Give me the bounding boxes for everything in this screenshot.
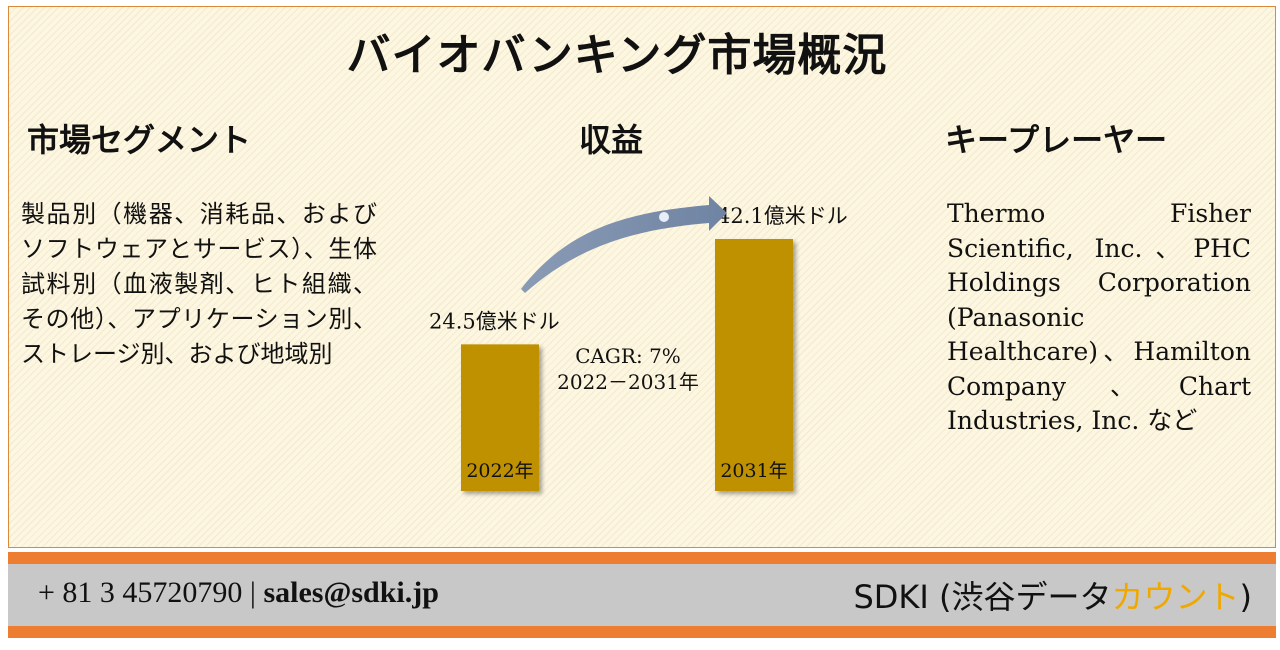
- footer-top-stripe: [8, 552, 1276, 564]
- key-players-text: Thermo Fisher Scientific, Inc.、PHC Holdi…: [947, 199, 1251, 435]
- bar-2022年: [461, 344, 539, 491]
- category-label: 2031年: [720, 460, 787, 482]
- brand-prefix: SDKI (渋谷データ: [853, 578, 1112, 616]
- cagr-rate: CAGR: 7%: [575, 344, 681, 368]
- overview-panel: バイオバンキング市場概況 市場セグメント 収益 キープレーヤー 製品別（機器、消…: [8, 6, 1276, 548]
- brand-suffix: ): [1239, 578, 1252, 616]
- growth-arrow: [521, 196, 727, 293]
- value-label: 42.1億米ドル: [717, 204, 848, 228]
- key-players-heading: キープレーヤー: [945, 121, 1168, 159]
- revenue-chart: 2022年 24.5億米ドル 2031年 42.1億米ドル: [429, 196, 848, 491]
- value-label: 24.5億米ドル: [429, 309, 560, 333]
- growth-arrow-body: [521, 196, 727, 293]
- growth-arrow-dot: [659, 212, 669, 222]
- brand-accent: カウント: [1111, 578, 1240, 616]
- segments-heading: 市場セグメント: [27, 121, 252, 159]
- segments-text: 製品別（機器、消耗品、およびソフトウェアとサービス）、生体試料別（血液製剤、ヒト…: [21, 200, 377, 368]
- phone-number: + 81 3 45720790: [38, 576, 243, 609]
- contact-separator: |: [249, 576, 256, 609]
- cagr-period: 2022－2031年: [557, 370, 699, 394]
- bar-2031年: [715, 239, 793, 491]
- footer-bar: [8, 564, 1276, 626]
- revenue-heading: 収益: [579, 121, 644, 159]
- category-label: 2022年: [466, 460, 533, 482]
- footer-bottom-stripe: [8, 626, 1276, 638]
- contact-info: + 81 3 45720790 | sales@sdki.jp: [38, 576, 439, 610]
- page-title: バイオバンキング市場概況: [346, 30, 888, 81]
- email-link[interactable]: sales@sdki.jp: [263, 576, 439, 609]
- brand-name: SDKI (渋谷データカウント): [853, 572, 1252, 618]
- cagr-label: CAGR: 7% 2022－2031年: [539, 343, 717, 395]
